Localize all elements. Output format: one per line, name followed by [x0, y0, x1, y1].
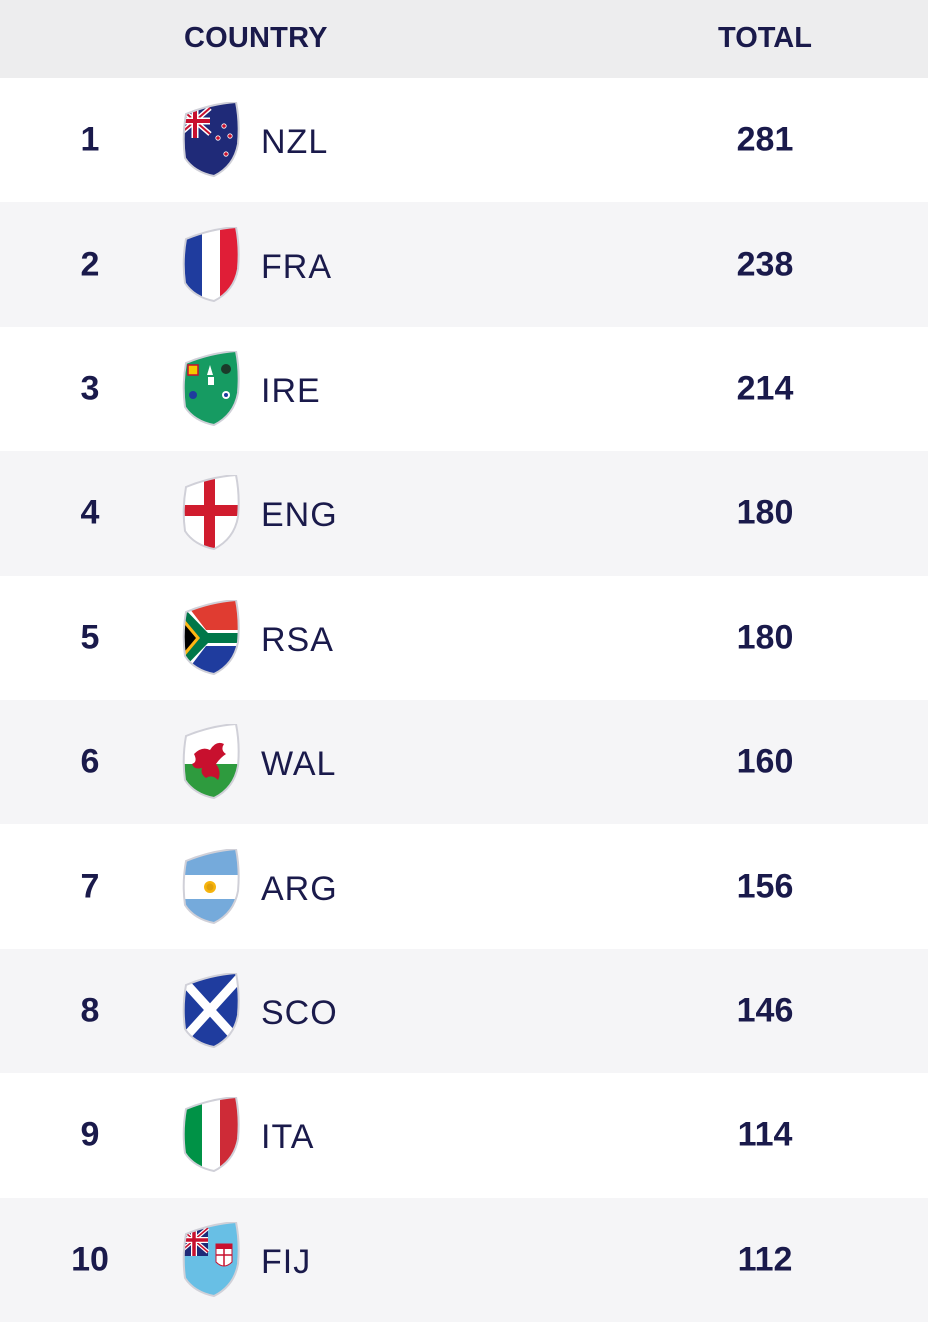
- total-value: 160: [736, 742, 794, 781]
- table-row[interactable]: 10 FIJ 112: [0, 1197, 928, 1322]
- total-value: 112: [737, 1240, 793, 1279]
- total-column-header[interactable]: TOTAL: [718, 22, 812, 54]
- table-header: COUNTRY TOTAL: [0, 0, 928, 78]
- total-value: 180: [736, 618, 794, 657]
- table-row[interactable]: 3 IRE 214: [0, 327, 928, 451]
- country-column-header[interactable]: COUNTRY: [184, 22, 328, 54]
- table-row[interactable]: 9 ITA 114: [0, 1073, 928, 1197]
- scotland-flag-icon: [180, 972, 240, 1049]
- rank: 2: [80, 245, 100, 284]
- rank: 4: [80, 493, 100, 532]
- rank: 7: [80, 867, 100, 906]
- rank: 8: [80, 991, 100, 1030]
- country-code: ENG: [261, 496, 338, 535]
- rank: 5: [80, 618, 100, 657]
- south-africa-flag-icon: [180, 599, 240, 676]
- country-code: FRA: [261, 247, 332, 286]
- france-flag-icon: [180, 226, 240, 303]
- table-row[interactable]: 8 SCO 146: [0, 948, 928, 1074]
- table-row[interactable]: 5 RSA 180: [0, 576, 928, 700]
- country-code: IRE: [261, 371, 321, 410]
- total-value: 214: [736, 369, 794, 408]
- rank: 9: [80, 1115, 100, 1154]
- rank: 1: [80, 120, 100, 159]
- total-value: 114: [737, 1115, 793, 1154]
- country-code: RSA: [261, 620, 334, 659]
- total-value: 238: [736, 245, 794, 284]
- table-row[interactable]: 2 FRA 238: [0, 202, 928, 327]
- total-value: 146: [736, 991, 794, 1030]
- table-row[interactable]: 7 ARG 156: [0, 824, 928, 948]
- country-code: WAL: [261, 744, 337, 783]
- fiji-flag-icon: [180, 1221, 240, 1298]
- argentina-flag-icon: [180, 848, 240, 925]
- table-row[interactable]: 6 WAL 160: [0, 699, 928, 825]
- table-row[interactable]: 1 NZL 281: [0, 78, 928, 202]
- england-flag-icon: [180, 475, 240, 551]
- total-value: 180: [736, 493, 794, 532]
- rank: 3: [80, 369, 100, 408]
- country-code: SCO: [261, 993, 338, 1032]
- italy-flag-icon: [180, 1097, 240, 1173]
- country-code: FIJ: [261, 1242, 312, 1281]
- new-zealand-flag-icon: [180, 102, 240, 178]
- country-code: ARG: [261, 869, 338, 908]
- total-value: 281: [736, 120, 794, 159]
- ireland-flag-icon: [180, 350, 240, 427]
- country-code: ITA: [261, 1118, 315, 1157]
- total-value: 156: [736, 867, 794, 906]
- country-code: NZL: [261, 123, 329, 162]
- wales-flag-icon: [180, 724, 240, 800]
- rank: 10: [71, 1240, 109, 1279]
- table-row[interactable]: 4 ENG 180: [0, 451, 928, 576]
- rank: 6: [80, 742, 100, 781]
